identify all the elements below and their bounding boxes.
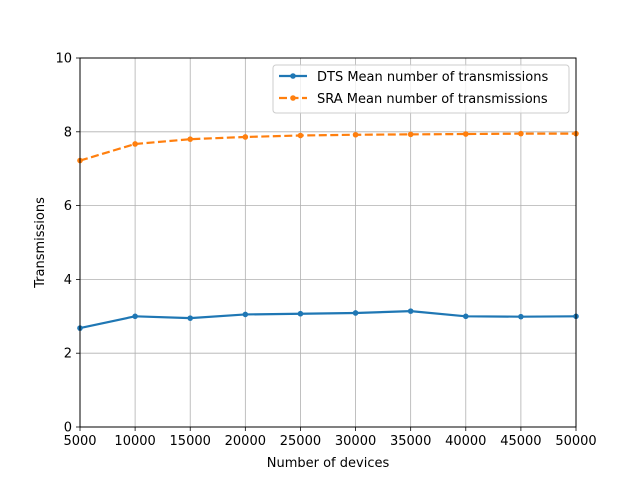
legend-marker-sra <box>290 95 296 101</box>
data-point-dts <box>242 311 249 318</box>
data-point-dts <box>297 310 304 317</box>
x-tick-label: 10000 <box>114 434 155 449</box>
x-tick-label: 30000 <box>335 434 376 449</box>
x-tick-label: 40000 <box>445 434 486 449</box>
series-line-sra <box>79 132 576 162</box>
data-point-sra <box>297 132 304 139</box>
series-line-dts <box>79 310 577 330</box>
axis-ticks: 5000 10000 15000 20000 25000 30000 35000 40000 4… <box>55 52 596 450</box>
data-point-sra <box>352 131 359 138</box>
x-tick-label: 5000 <box>63 434 96 449</box>
x-axis-label: Number of devices <box>267 456 390 471</box>
x-tick-label: 20000 <box>225 434 266 449</box>
y-tick-label: 8 <box>64 125 72 140</box>
legend: DTS Mean number of transmissions SRA Mea… <box>272 64 570 114</box>
data-point-sra <box>462 131 469 137</box>
data-point-sra <box>187 136 194 142</box>
y-tick-label: 0 <box>64 421 72 436</box>
x-tick-label: 25000 <box>280 434 321 449</box>
data-point-sra <box>407 131 414 138</box>
legend-marker-dts <box>290 73 296 79</box>
legend-label-dts: DTS Mean number of transmissions <box>317 70 548 85</box>
legend-label-sra: SRA Mean number of transmissions <box>317 92 548 107</box>
y-tick-label: 4 <box>64 273 72 288</box>
data-point-dts <box>518 313 524 320</box>
series-layer <box>77 130 579 331</box>
x-tick-label: 15000 <box>170 434 211 449</box>
data-point-dts <box>352 310 359 316</box>
y-tick-label: 2 <box>64 347 72 362</box>
data-point-dts <box>407 308 414 314</box>
data-point-dts <box>187 315 194 321</box>
x-tick-label: 35000 <box>390 434 431 449</box>
plot-frame <box>79 57 577 428</box>
y-tick-label: 10 <box>55 52 72 67</box>
y-tick-label: 6 <box>64 199 72 214</box>
data-point-dts <box>462 313 469 320</box>
y-axis-label: Transmissions <box>33 197 48 289</box>
data-point-dts <box>132 313 138 320</box>
x-tick-label: 45000 <box>500 434 541 449</box>
x-tick-label: 50000 <box>555 434 596 449</box>
legend-box <box>272 64 570 114</box>
data-point-sra <box>132 141 138 147</box>
data-point-sra <box>242 134 249 140</box>
data-point-sra <box>518 130 524 137</box>
